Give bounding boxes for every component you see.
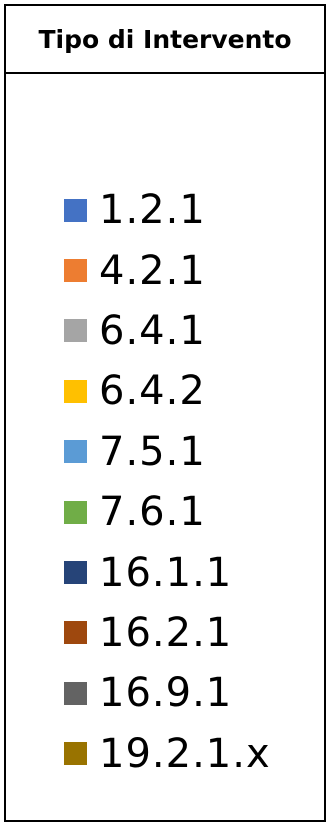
legend-item: 6.4.2 [64, 361, 271, 421]
legend-swatch [64, 379, 87, 403]
legend-label: 16.1.1 [99, 549, 233, 596]
legend-swatch [64, 319, 87, 343]
legend-title: Tipo di Intervento [38, 24, 292, 54]
legend-label: 6.4.2 [99, 368, 206, 415]
legend-swatch [64, 681, 87, 705]
legend-item: 7.6.1 [64, 482, 271, 542]
legend-swatch [64, 742, 87, 766]
legend-swatch [64, 440, 87, 464]
legend-label: 7.6.1 [99, 489, 206, 536]
legend-swatch [64, 259, 87, 283]
legend-item: 16.1.1 [64, 542, 271, 602]
legend-swatch [64, 198, 87, 222]
legend-swatch [64, 500, 87, 524]
legend-label: 4.2.1 [99, 247, 206, 294]
legend-panel: Tipo di Intervento 1.2.1 4.2.1 6.4.1 6.4.2 7… [4, 4, 326, 822]
legend-swatch [64, 621, 87, 645]
legend-label: 7.5.1 [99, 428, 206, 475]
legend-item: 1.2.1 [64, 180, 271, 240]
legend-item: 7.5.1 [64, 422, 271, 482]
legend-swatch [64, 561, 87, 585]
legend-header: Tipo di Intervento [6, 6, 324, 74]
legend-label: 6.4.1 [99, 307, 206, 354]
legend-item: 19.2.1.x [64, 724, 271, 784]
legend-item: 6.4.1 [64, 301, 271, 361]
legend-item: 16.9.1 [64, 663, 271, 723]
legend-label: 16.9.1 [99, 670, 233, 717]
legend-label: 19.2.1.x [99, 730, 271, 777]
legend-item: 16.2.1 [64, 603, 271, 663]
legend-label: 16.2.1 [99, 609, 233, 656]
legend-item: 4.2.1 [64, 240, 271, 300]
legend-list: 1.2.1 4.2.1 6.4.1 6.4.2 7.5.1 7.6.1 16.1.1 16.2… [64, 180, 271, 784]
legend-label: 1.2.1 [99, 187, 206, 234]
